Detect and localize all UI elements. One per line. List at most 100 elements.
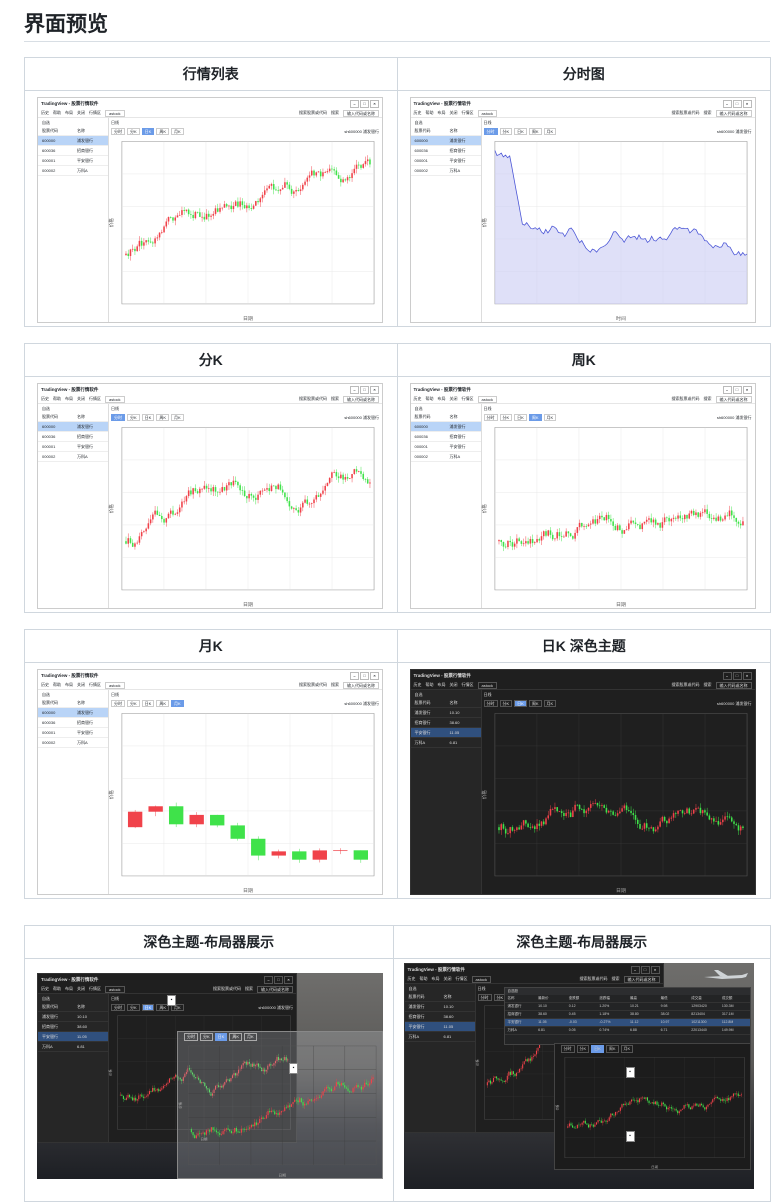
tab-period[interactable]: 日K — [514, 128, 527, 135]
menu-item[interactable]: 关闭 — [77, 986, 85, 992]
menu-item[interactable]: 布局 — [438, 396, 446, 402]
market-select[interactable]: astock — [478, 110, 498, 117]
tab-period[interactable]: 分时 — [561, 1045, 575, 1053]
tab-period[interactable]: 日K — [514, 700, 527, 707]
dock-marker-icon[interactable]: ▪ — [626, 1131, 635, 1142]
menu-item[interactable]: 关闭 — [450, 682, 458, 688]
menu-item[interactable]: 关闭 — [77, 682, 85, 688]
search-button[interactable]: 搜索 — [331, 110, 339, 116]
maximize-icon[interactable]: □ — [733, 100, 742, 108]
menu-item[interactable]: 布局 — [65, 986, 73, 992]
menu-item[interactable]: 行情区 — [462, 110, 474, 116]
minimize-icon[interactable]: – — [350, 672, 359, 680]
market-select[interactable]: astock — [105, 110, 125, 117]
menu-item[interactable]: 行情区 — [89, 110, 101, 116]
tab-period[interactable]: 分K — [500, 700, 513, 707]
market-select[interactable]: astock — [105, 986, 125, 993]
search-button[interactable]: 搜索 — [704, 682, 712, 688]
tab-period[interactable]: 周K — [529, 128, 542, 135]
menu-item[interactable]: 帮助 — [53, 682, 61, 688]
menu-item[interactable]: 布局 — [438, 110, 446, 116]
menu-item[interactable]: 帮助 — [426, 110, 434, 116]
tab-period[interactable]: 周K — [529, 414, 542, 421]
menu-item[interactable]: 关闭 — [77, 396, 85, 402]
tab-period[interactable]: 月K — [171, 414, 184, 421]
menu-item[interactable]: 行情区 — [456, 976, 468, 982]
minimize-icon[interactable]: – — [723, 672, 732, 680]
tab-period[interactable]: 分时 — [484, 128, 498, 135]
tab-period[interactable]: 分K — [577, 1045, 590, 1053]
menu-item[interactable]: 布局 — [432, 976, 440, 982]
menu-item[interactable]: 行情区 — [89, 986, 101, 992]
close-icon[interactable]: × — [651, 966, 660, 974]
menu-item[interactable]: 布局 — [65, 396, 73, 402]
menu-item[interactable]: 历史 — [414, 110, 422, 116]
menu-item[interactable]: 历史 — [41, 986, 49, 992]
tab-period[interactable]: 月K — [544, 700, 557, 707]
menu-item[interactable]: 历史 — [41, 110, 49, 116]
dock-marker-icon[interactable]: ▪ — [289, 1063, 298, 1074]
market-select[interactable]: astock — [472, 976, 492, 983]
search-input[interactable]: 输入代码或名称 — [343, 682, 379, 689]
search-button[interactable]: 搜索 — [245, 986, 253, 992]
maximize-icon[interactable]: □ — [641, 966, 650, 974]
dock-marker-icon[interactable]: ▪ — [167, 995, 176, 1006]
search-input[interactable]: 输入代码或名称 — [343, 110, 379, 117]
tab-period[interactable]: 周K — [606, 1045, 619, 1053]
tab-period[interactable]: 分K — [127, 414, 140, 421]
tab-period[interactable]: 分时 — [111, 128, 125, 135]
close-icon[interactable]: × — [743, 386, 752, 394]
dock-marker-icon[interactable]: ▪ — [626, 1067, 635, 1078]
menu-item[interactable]: 行情区 — [462, 682, 474, 688]
close-icon[interactable]: × — [370, 672, 379, 680]
tab-period[interactable]: 周K — [156, 128, 169, 135]
menu-item[interactable]: 帮助 — [426, 682, 434, 688]
menu-item[interactable]: 行情区 — [89, 396, 101, 402]
tab-period[interactable]: 分时 — [478, 994, 492, 1001]
tab-period[interactable]: 分K — [127, 128, 140, 135]
tab-period[interactable]: 分时 — [484, 700, 498, 707]
tab-period[interactable]: 分K — [127, 1004, 140, 1011]
market-select[interactable]: astock — [105, 396, 125, 403]
search-button[interactable]: 搜索 — [704, 396, 712, 402]
maximize-icon[interactable]: □ — [733, 386, 742, 394]
maximize-icon[interactable]: □ — [360, 672, 369, 680]
search-button[interactable]: 搜索 — [704, 110, 712, 116]
close-icon[interactable]: × — [743, 672, 752, 680]
close-icon[interactable]: × — [370, 386, 379, 394]
menu-item[interactable]: 行情区 — [89, 682, 101, 688]
tab-period[interactable]: 日K — [142, 700, 155, 707]
menu-item[interactable]: 关闭 — [450, 110, 458, 116]
minimize-icon[interactable]: – — [264, 976, 273, 984]
tab-period[interactable]: 分时 — [111, 414, 125, 421]
menu-item[interactable]: 帮助 — [53, 986, 61, 992]
tab-period[interactable]: 月K — [621, 1045, 634, 1053]
tab-period[interactable]: 日K — [514, 414, 527, 421]
tab-period[interactable]: 月K — [244, 1033, 257, 1041]
tab-period[interactable]: 分时 — [484, 414, 498, 421]
close-icon[interactable]: × — [743, 100, 752, 108]
close-icon[interactable]: × — [284, 976, 293, 984]
tab-period[interactable]: 月K — [544, 414, 557, 421]
menu-item[interactable]: 历史 — [41, 682, 49, 688]
